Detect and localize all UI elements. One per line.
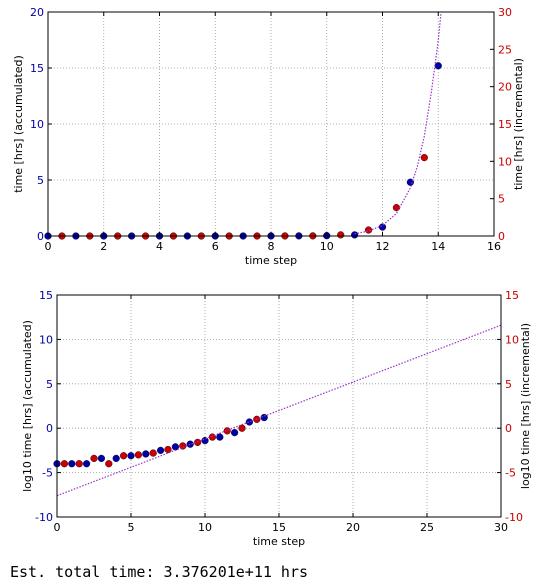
chart2-x-axis-label: time step <box>253 535 305 548</box>
chart2-accumulated-point <box>142 450 150 458</box>
chart2-y-right-tick-label: 15 <box>505 289 519 302</box>
chart1-accumulated-point <box>378 223 387 231</box>
chart1-y-left-axis-label: time [hrs] (accumulated) <box>12 55 25 193</box>
chart1-x-tick-label: 0 <box>45 240 52 253</box>
chart2-incremental-point <box>105 460 113 468</box>
chart1-x-tick-label: 8 <box>268 240 275 253</box>
total-time-estimate: Est. total time: 3.376201e+11 hrs <box>10 563 309 581</box>
chart2-incremental-point <box>164 445 172 454</box>
chart1-x-tick-label: 14 <box>431 240 445 253</box>
chart1-y-left-tick-label: 5 <box>37 174 44 187</box>
chart2-x-tick-label: 5 <box>128 521 135 534</box>
chart2-x-tick-label: 10 <box>198 521 212 534</box>
chart2-y-right-tick-label: 10 <box>505 333 519 346</box>
chart1-incremental-point <box>420 154 428 162</box>
chart1-y-right-tick-label: 15 <box>498 118 512 131</box>
chart1-incremental-point <box>337 231 345 239</box>
chart2-accumulated-point <box>127 452 135 460</box>
chart2-accumulated-point <box>97 454 106 462</box>
chart1-x-tick-label: 10 <box>320 240 334 253</box>
chart2-incremental-point <box>149 449 157 457</box>
chart2-incremental-point <box>119 452 128 460</box>
chart1-x-tick-label: 12 <box>376 240 390 253</box>
chart1-incremental-point <box>364 226 373 234</box>
chart2-accumulated-point <box>112 454 120 462</box>
chart2-x-tick-label: 15 <box>272 521 286 534</box>
chart2-accumulated-point <box>245 418 254 426</box>
chart1-y-left-tick-label: 0 <box>37 230 44 243</box>
chart2-y-left-tick-label: 15 <box>39 289 53 302</box>
chart1-x-tick-label: 6 <box>212 240 219 253</box>
chart2-y-left-tick-label: -10 <box>35 511 53 524</box>
chart2-x-tick-label: 25 <box>420 521 434 534</box>
chart1-x-tick-label: 2 <box>100 240 107 253</box>
chart1-x-tick-label: 16 <box>487 240 501 253</box>
chart1-x-tick-label: 4 <box>156 240 163 253</box>
chart1-y-left-tick-label: 20 <box>30 6 44 19</box>
chart2-x-tick-label: 30 <box>494 521 508 534</box>
chart2-accumulated-point <box>157 446 165 455</box>
chart2-x-tick-label: 0 <box>54 521 61 534</box>
chart2-accumulated-point <box>68 460 76 468</box>
chart1-y-right-tick-label: 5 <box>498 193 505 206</box>
chart1-x-axis-label: time step <box>245 254 297 267</box>
chart2-y-right-tick-label: -10 <box>505 511 523 524</box>
chart1-y-right-axis-label: time [hrs] (incremental) <box>512 58 525 190</box>
chart1-accumulated-point <box>434 62 442 70</box>
chart2-y-right-axis-label: log10 time [hrs] (incremental) <box>519 323 532 489</box>
chart2-y-right-tick-label: 0 <box>505 422 512 435</box>
chart2-y-right-tick-label: -5 <box>505 467 516 480</box>
chart2-x-tick-label: 20 <box>346 521 360 534</box>
chart2-accumulated-point <box>82 460 91 468</box>
chart1-y-left-tick-label: 10 <box>30 118 44 131</box>
chart2-y-left-tick-label: -5 <box>42 467 53 480</box>
chart2-y-left-tick-label: 10 <box>39 333 53 346</box>
chart2-accumulated-point <box>260 413 268 422</box>
chart1-y-right-tick-label: 20 <box>498 81 512 94</box>
chart1-accumulated-point <box>351 231 359 239</box>
chart2-accumulated-point <box>186 440 194 448</box>
chart2-accumulated-point <box>231 429 239 437</box>
chart1-y-right-tick-label: 30 <box>498 6 512 19</box>
chart1-y-left-tick-label: 15 <box>30 62 44 75</box>
chart1-y-right-tick-label: 25 <box>498 43 512 56</box>
chart2-incremental-point <box>75 460 83 468</box>
chart2-fit-line <box>56 324 502 497</box>
chart2-incremental-point <box>134 451 143 459</box>
chart1-y-right-tick-label: 10 <box>498 155 512 168</box>
chart2-y-right-tick-label: 5 <box>505 378 512 391</box>
chart2-accumulated-point <box>201 437 209 445</box>
chart2-y-left-tick-label: 5 <box>46 378 53 391</box>
chart1-fit-line <box>354 13 442 235</box>
chart2-incremental-point <box>90 454 98 462</box>
chart2-incremental-point <box>223 427 231 435</box>
chart2-y-left-axis-label: log10 time [hrs] (accumulated) <box>21 320 34 492</box>
chart2-y-left-tick-label: 0 <box>46 422 53 435</box>
chart2-incremental-point <box>60 460 69 468</box>
chart1-y-right-tick-label: 0 <box>498 230 505 243</box>
